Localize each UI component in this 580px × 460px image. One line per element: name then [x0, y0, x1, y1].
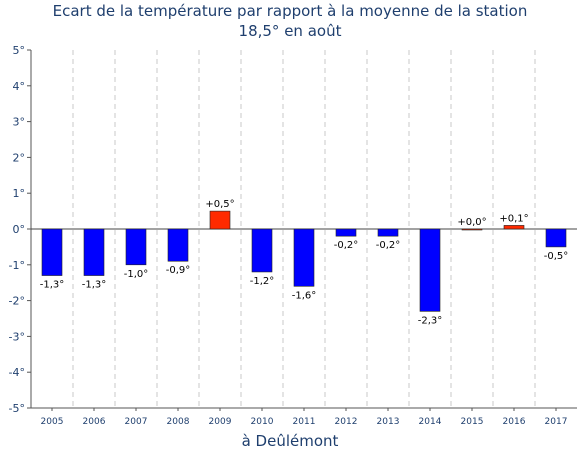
y-tick-label: -5° [9, 402, 25, 415]
data-label: -0,2° [376, 240, 401, 251]
data-label: -1,3° [40, 280, 65, 291]
y-tick-label: -3° [9, 330, 25, 343]
x-tick-label: 2005 [41, 417, 64, 427]
x-axis-caption: à Deûlémont [241, 432, 339, 450]
y-tick-label: 5° [13, 44, 26, 57]
data-label: +0,0° [457, 217, 486, 228]
bar [167, 228, 189, 262]
x-tick-label: 2006 [83, 417, 106, 427]
bar [545, 228, 567, 248]
bar [209, 210, 231, 230]
y-tick-label: 2° [13, 151, 26, 164]
bar [377, 228, 399, 237]
bar [125, 228, 147, 266]
y-tick-label: -2° [9, 295, 25, 308]
x-tick-label: 2008 [167, 417, 190, 427]
y-tick-label: 4° [13, 80, 26, 93]
data-label: -1,0° [124, 269, 149, 280]
x-tick-label: 2014 [419, 417, 442, 427]
x-tick-label: 2016 [503, 417, 526, 427]
x-tick-label: 2015 [461, 417, 484, 427]
data-label: -1,2° [250, 276, 275, 287]
data-label: -0,2° [334, 240, 359, 251]
y-tick-label: -1° [9, 259, 25, 272]
x-tick-label: 2009 [209, 417, 232, 427]
bar [419, 228, 441, 312]
data-label: +0,1° [499, 213, 528, 224]
x-tick-label: 2010 [251, 417, 274, 427]
data-label: -2,3° [418, 315, 443, 326]
x-tick-label: 2011 [293, 417, 316, 427]
x-tick-label: 2013 [377, 417, 400, 427]
chart-title: Ecart de la température par rapport à la… [52, 2, 528, 20]
chart-subtitle: 18,5° en août [238, 22, 342, 40]
y-tick-label: -4° [9, 366, 25, 379]
bar [83, 228, 105, 276]
x-tick-label: 2007 [125, 417, 148, 427]
data-label: -0,9° [166, 265, 191, 276]
bar [41, 228, 63, 276]
data-label: -1,6° [292, 290, 317, 301]
bar [335, 228, 357, 237]
bar [293, 228, 315, 287]
x-tick-label: 2017 [545, 417, 568, 427]
x-tick-label: 2012 [335, 417, 358, 427]
data-label: +0,5° [205, 199, 234, 210]
data-label: -0,5° [544, 251, 569, 262]
y-tick-label: 0° [13, 223, 26, 236]
bar [251, 228, 273, 273]
bar [461, 228, 483, 231]
y-tick-label: 3° [13, 116, 26, 129]
bar [503, 225, 525, 230]
y-tick-label: 1° [13, 187, 26, 200]
data-label: -1,3° [82, 280, 107, 291]
